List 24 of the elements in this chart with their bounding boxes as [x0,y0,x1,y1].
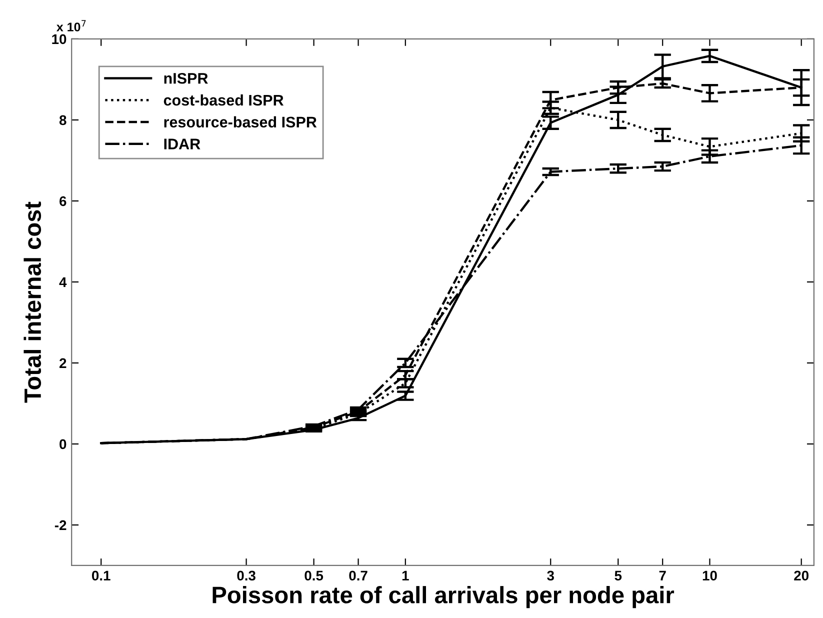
y-tick-label: 0 [60,439,66,450]
y-tick-label: 10 [52,34,66,44]
y-tick-label: 8 [59,115,66,126]
x-tick-label: 5 [614,570,622,581]
legend-label: nISPR [164,72,208,84]
legend-label: IDAR [164,138,200,150]
y-tick-label: 4 [59,277,67,287]
y-tick-label: 2 [60,358,66,368]
x-tick-label: 0.3 [237,570,256,581]
x-tick-label: 3 [547,570,554,581]
legend-label: cost-based ISPR [164,94,284,106]
x-tick-label: 0.7 [349,570,368,581]
x-tick-label: 0.5 [304,570,324,581]
y-axis-title: Total internal cost [24,202,42,403]
x-tick-label: 20 [794,570,809,581]
x-tick-label: 0.1 [92,570,110,581]
y-tick-label: 6 [60,196,66,206]
text: x 10$^{7}$ [56,20,86,32]
x-tick-label: 10 [702,570,717,581]
x-tick-label: 1 [402,570,409,580]
y-tick-label: -2 [54,520,66,530]
legend-label: resource-based ISPR [164,116,317,128]
x-axis-title: Poisson rate of call arrivals per node pair [212,586,674,608]
x-tick-label: 7 [659,570,666,580]
